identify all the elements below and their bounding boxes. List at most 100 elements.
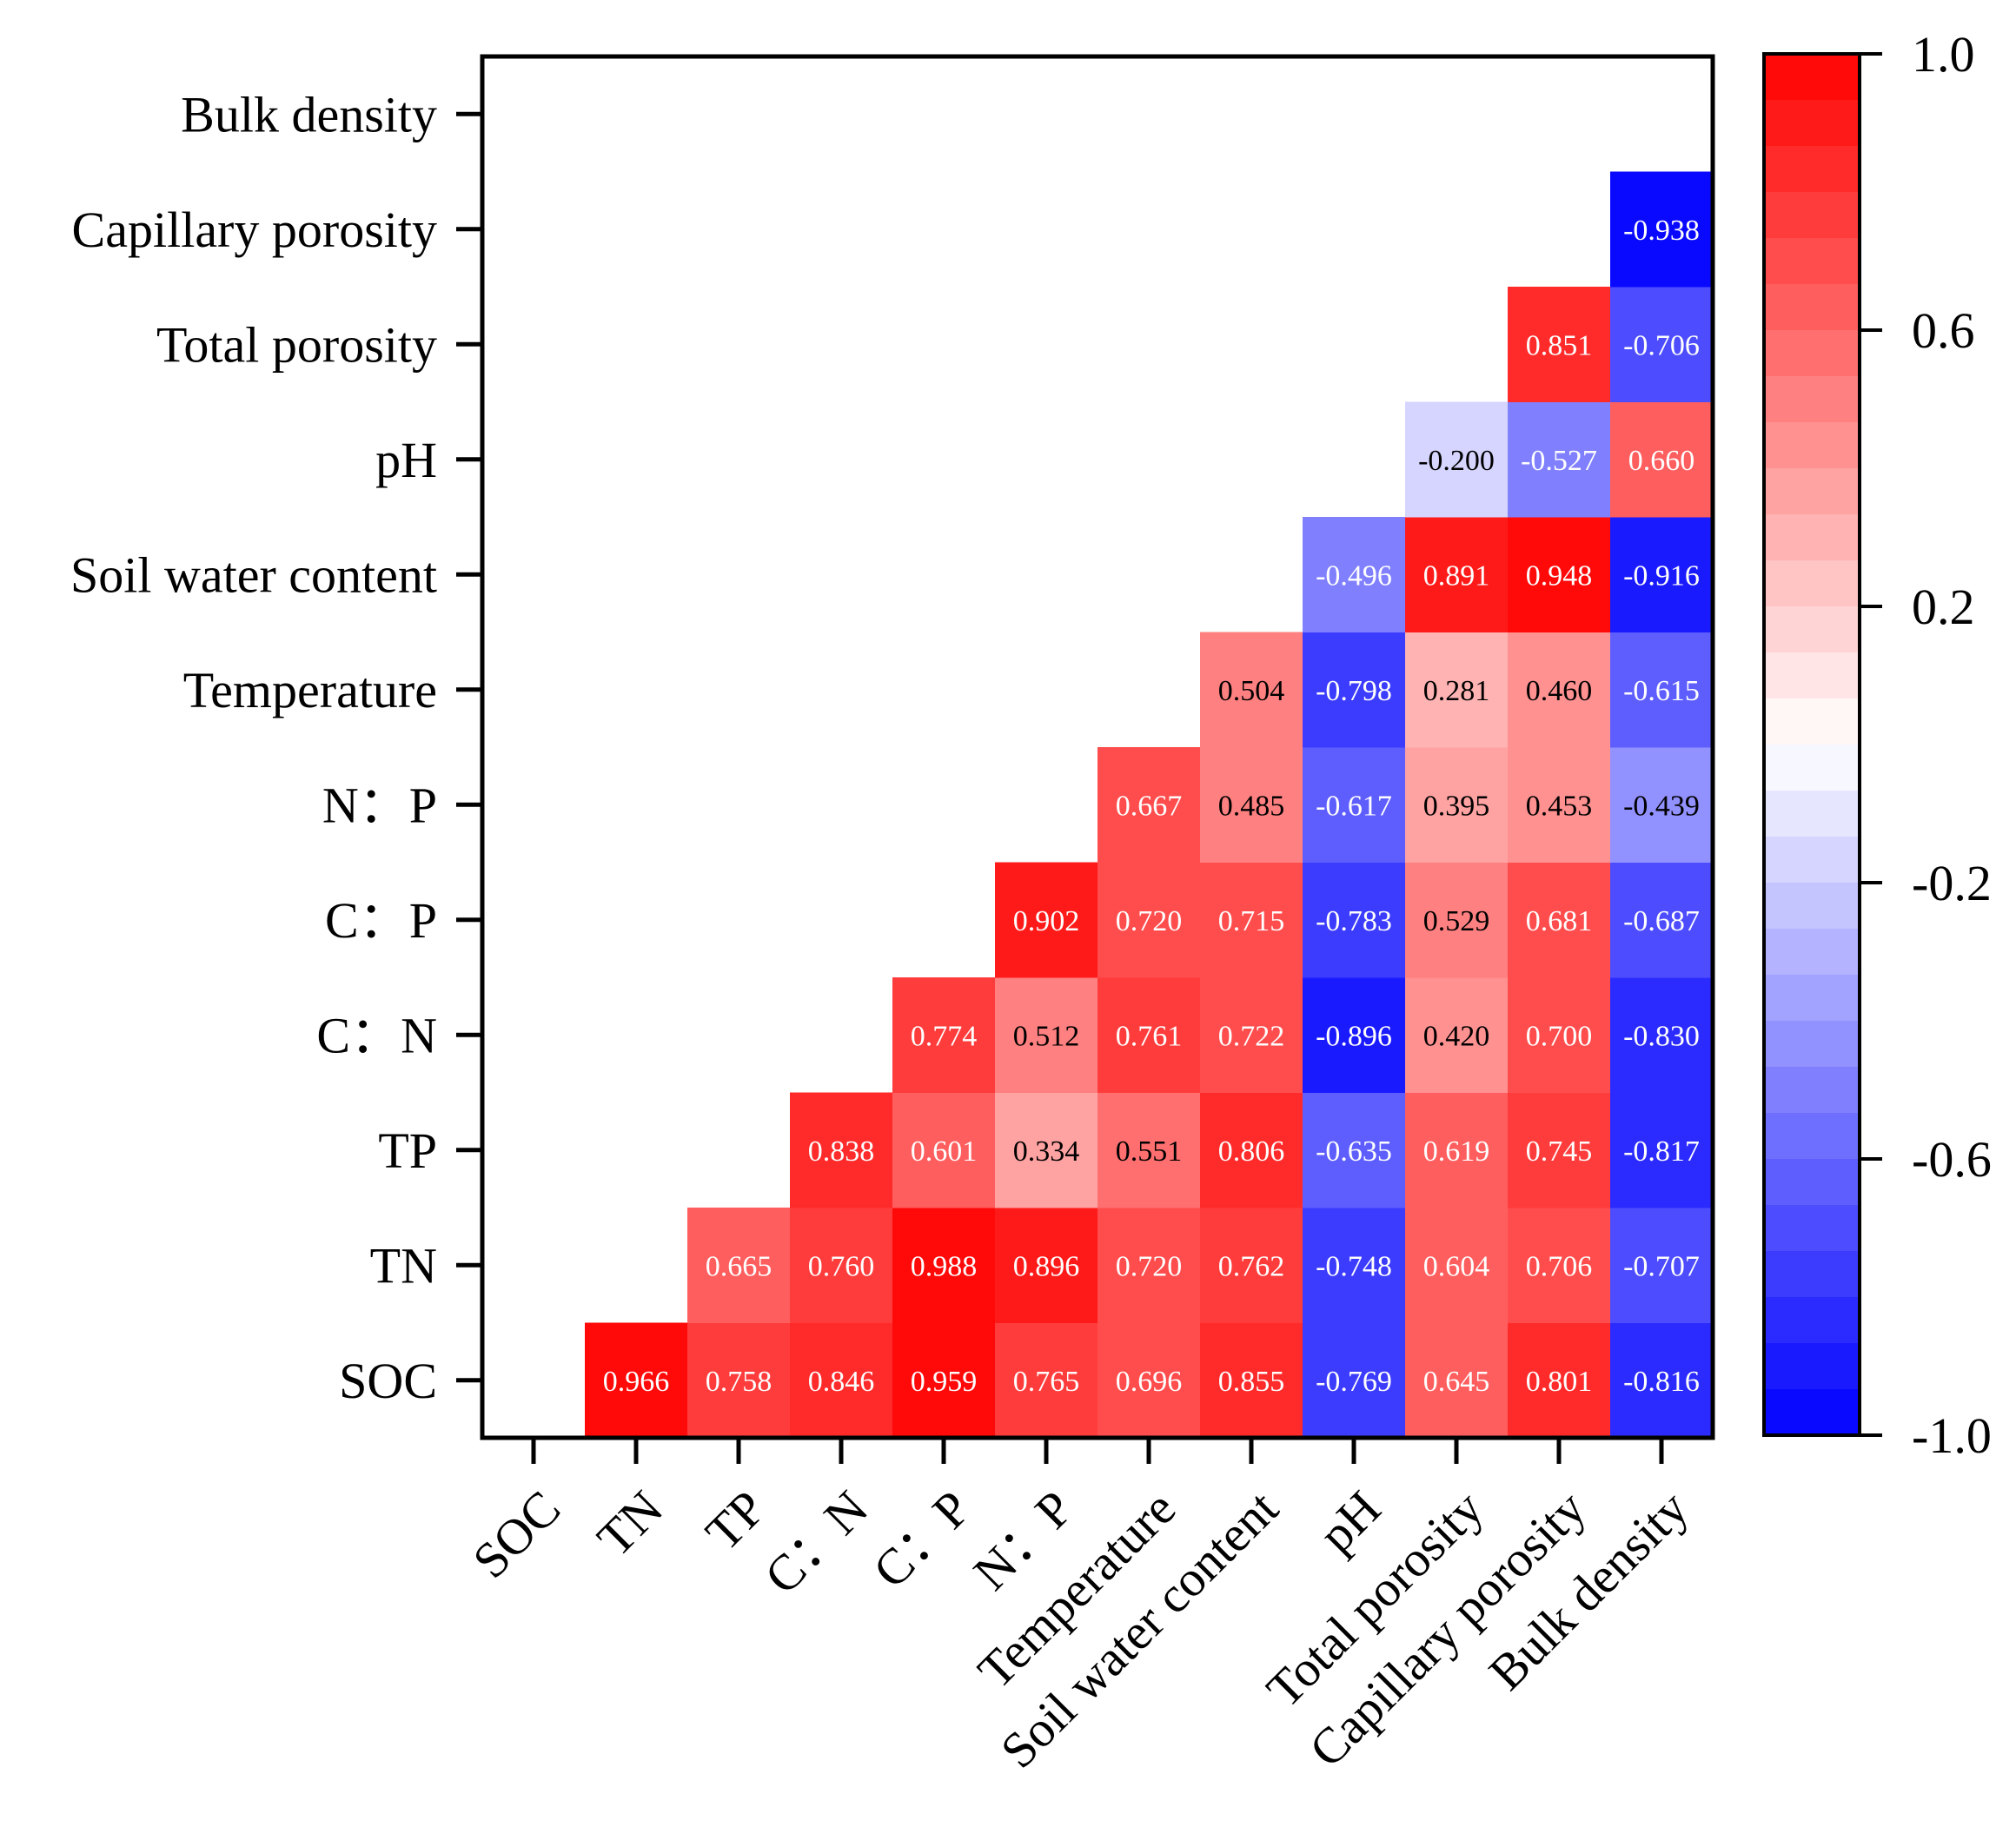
heatmap-cell: [1200, 747, 1303, 863]
heatmap-cell: [1303, 747, 1406, 863]
colorbar-step: [1764, 54, 1860, 101]
x-tick-label: C：N: [753, 1479, 879, 1605]
colorbar: 1.0 0.6 0.2 -0.2 -0.6 -1.0: [1762, 26, 1992, 1464]
cell-value-label: 0.838: [808, 1135, 875, 1168]
cell-value-label: -0.617: [1316, 790, 1392, 822]
cell-value-label: 0.855: [1218, 1366, 1285, 1398]
cell-value-label: 0.420: [1423, 1020, 1490, 1052]
heatmap-cell: [1610, 171, 1714, 288]
cell-value-label: 0.696: [1116, 1366, 1183, 1398]
heatmap-cell: [790, 1322, 893, 1439]
colorbar-step: [1764, 1389, 1860, 1436]
cell-value-label: -0.615: [1623, 675, 1700, 707]
heatmap-cell: [1508, 977, 1611, 1093]
cell-value-label: 0.761: [1116, 1020, 1183, 1052]
x-tick-label: TN: [587, 1479, 674, 1567]
y-tick-label: Temperature: [183, 662, 437, 718]
cell-value-label: -0.830: [1623, 1020, 1700, 1052]
cell-value-label: -0.816: [1623, 1366, 1700, 1398]
heatmap-cell: [1098, 862, 1201, 978]
y-tick-label: N：P: [322, 777, 437, 833]
x-tick-label: SOC: [461, 1479, 571, 1589]
heatmap-cell: [1405, 862, 1509, 978]
heatmap-cell: [1303, 632, 1406, 748]
heatmap-cell: [1508, 1322, 1611, 1439]
cell-value-label: 0.460: [1526, 675, 1593, 707]
cell-value-label: 0.681: [1526, 905, 1593, 937]
cell-value-label: 0.706: [1526, 1250, 1593, 1282]
cell-value-label: 0.700: [1526, 1020, 1593, 1052]
cell-value-label: 0.851: [1526, 329, 1593, 361]
heatmap-cell: [1200, 1208, 1303, 1323]
heatmap-cell: [1508, 287, 1611, 402]
cell-value-label: -0.896: [1316, 1020, 1392, 1052]
cell-value-label: 0.988: [911, 1250, 978, 1282]
cell-value-label: 0.645: [1423, 1366, 1490, 1398]
colorbar-step: [1764, 1205, 1860, 1252]
cell-value-label: 0.604: [1423, 1250, 1490, 1282]
heatmap-cell: [585, 1322, 688, 1439]
cell-value-label: 0.760: [808, 1250, 875, 1282]
colorbar-frame: [1762, 52, 1861, 1437]
cell-value-label: -0.496: [1316, 559, 1392, 592]
heatmap-cell: [1098, 1092, 1201, 1208]
y-tick-label: pH: [375, 432, 437, 488]
heatmap-cell: [1610, 747, 1714, 863]
cell-value-label: -0.916: [1623, 559, 1700, 592]
heatmap-cell: [1303, 1208, 1406, 1323]
plot-frame: [480, 54, 1715, 1440]
heatmap-cell: [1098, 977, 1201, 1093]
cell-value-label: 0.722: [1218, 1020, 1285, 1052]
cell-value-label: 0.745: [1526, 1135, 1593, 1168]
heatmap-cell: [1405, 747, 1509, 863]
colorbar-step: [1764, 330, 1860, 377]
cell-value-label: 0.720: [1116, 1250, 1183, 1282]
heatmap-cell: [1405, 1208, 1509, 1323]
cell-value-label: 0.453: [1526, 790, 1593, 822]
colorbar-step: [1764, 1297, 1860, 1344]
heatmap-cell: [687, 1322, 791, 1439]
colorbar-step: [1764, 1251, 1860, 1298]
heatmap-cell: [687, 1208, 791, 1323]
heatmap-cell: [892, 1208, 996, 1323]
cell-value-label: 0.334: [1013, 1135, 1080, 1168]
cell-value-label: 0.665: [706, 1250, 773, 1282]
cell-value-label: 0.485: [1218, 790, 1285, 822]
cell-value-label: -0.707: [1623, 1250, 1700, 1282]
colorbar-step: [1764, 1067, 1860, 1114]
x-tick-label: C：P: [862, 1479, 981, 1599]
colorbar-step: [1764, 1159, 1860, 1206]
cell-value-label: 0.281: [1423, 675, 1490, 707]
heatmap-cell: [1508, 401, 1611, 518]
heatmap-cell: [1200, 977, 1303, 1093]
x-tick-label: TP: [694, 1479, 776, 1561]
heatmap-cell: [1610, 401, 1714, 518]
cell-value-label: 0.891: [1423, 559, 1490, 592]
colorbar-tick-label: -0.2: [1912, 855, 1992, 911]
heatmap-cell: [995, 1322, 1098, 1439]
heatmap-cell: [1303, 1092, 1406, 1208]
colorbar-step: [1764, 422, 1860, 469]
heatmap-cell: [1610, 1208, 1714, 1323]
cell-value-label: 0.762: [1218, 1250, 1285, 1282]
colorbar-step: [1764, 791, 1860, 837]
y-tick-label: Total porosity: [156, 316, 437, 373]
cell-value-label: 0.948: [1526, 559, 1593, 592]
heatmap-cell: [1508, 1092, 1611, 1208]
colorbar-step: [1764, 975, 1860, 1022]
colorbar-tick-label: -0.6: [1912, 1131, 1992, 1188]
colorbar-tick-label: -1.0: [1912, 1407, 1992, 1464]
cell-value-label: 0.959: [911, 1366, 978, 1398]
colorbar-step: [1764, 146, 1860, 193]
colorbar-step: [1764, 929, 1860, 976]
cell-value-label: 0.806: [1218, 1135, 1285, 1168]
colorbar-step: [1764, 376, 1860, 423]
cell-value-label: 0.667: [1116, 790, 1183, 822]
heatmap-cell: [1098, 1208, 1201, 1323]
cell-value-label: 0.660: [1628, 445, 1695, 477]
cell-value-label: 0.801: [1526, 1366, 1593, 1398]
cell-value-label: -0.817: [1623, 1135, 1700, 1168]
cell-value-label: -0.783: [1316, 905, 1392, 937]
heatmap-cell: [1508, 632, 1611, 748]
cell-value-label: 0.395: [1423, 790, 1490, 822]
